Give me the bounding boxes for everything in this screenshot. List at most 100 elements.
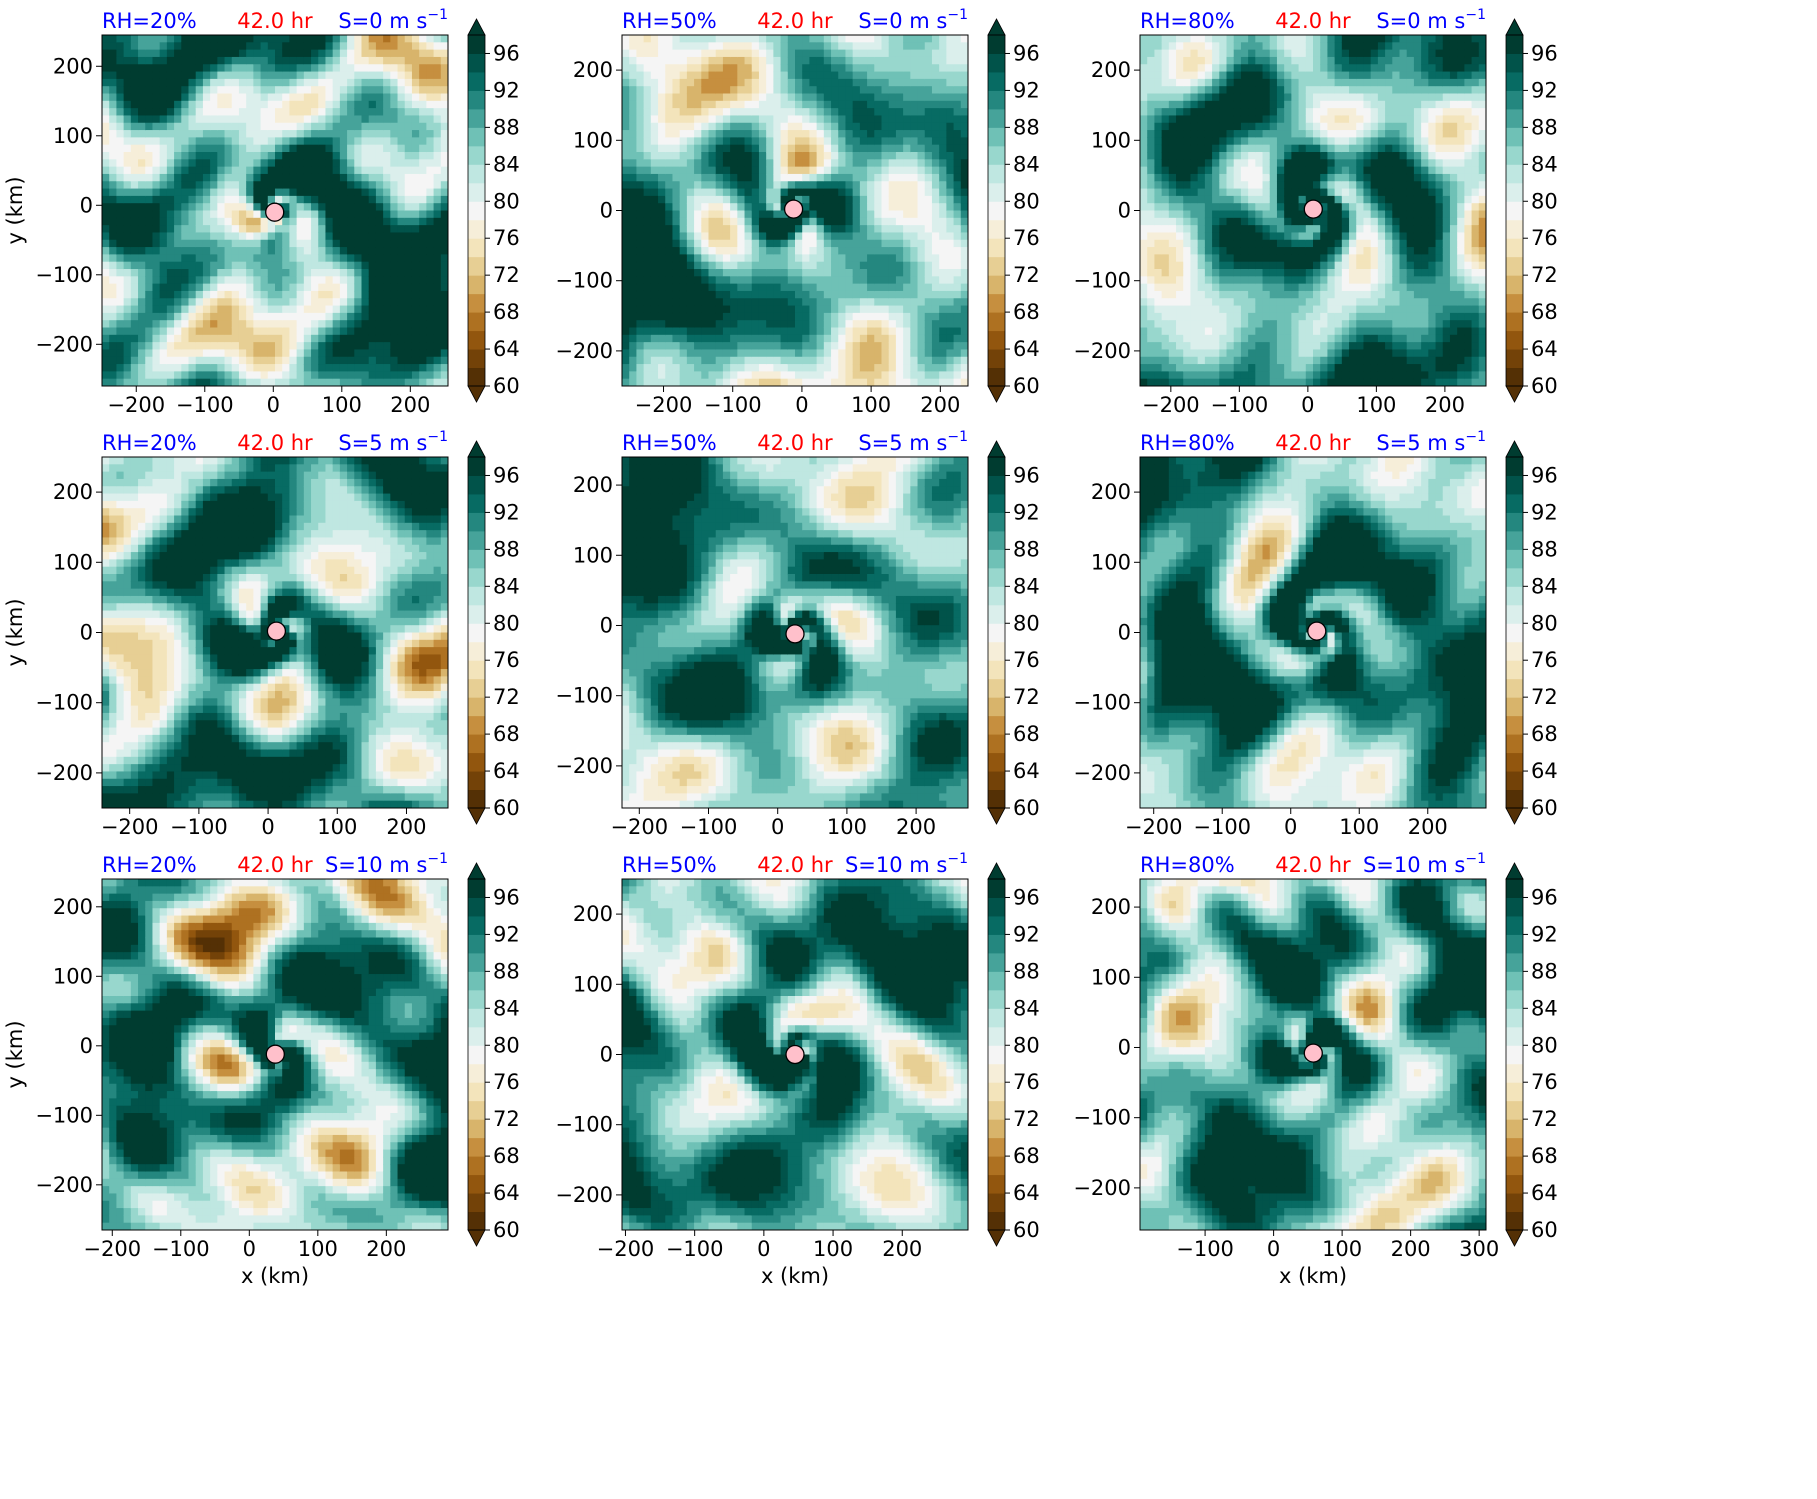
field-cell xyxy=(859,152,868,160)
field-cell xyxy=(867,49,875,58)
field-cell xyxy=(924,86,933,95)
field-cell xyxy=(426,210,435,219)
field-cell xyxy=(895,93,904,102)
field-cell xyxy=(174,305,182,314)
field-cell xyxy=(174,181,182,190)
field-cell xyxy=(629,254,638,263)
field-cell xyxy=(787,181,796,190)
field-cell xyxy=(202,188,211,197)
field-cell xyxy=(1161,239,1170,248)
field-cell xyxy=(339,305,348,314)
field-cell xyxy=(195,239,204,248)
field-cell xyxy=(339,356,348,365)
field-cell xyxy=(823,298,832,307)
field-cell xyxy=(433,144,442,153)
field-cell xyxy=(867,276,875,285)
field-cell xyxy=(903,290,911,299)
field-cell xyxy=(895,122,904,131)
field-cell xyxy=(275,78,283,87)
field-cell xyxy=(715,312,724,321)
field-cell xyxy=(231,56,240,65)
field-cell xyxy=(809,56,818,65)
field-cell xyxy=(347,86,355,95)
field-cell xyxy=(758,298,767,307)
field-cell xyxy=(636,166,645,175)
field-cell xyxy=(895,188,904,197)
field-cell xyxy=(758,349,767,358)
field-cell xyxy=(1140,108,1148,117)
field-cell xyxy=(694,144,702,153)
field-cell xyxy=(411,283,420,292)
field-cell xyxy=(895,49,904,58)
field-cell xyxy=(311,356,319,365)
field-cell xyxy=(354,320,363,329)
field-cell xyxy=(939,56,947,65)
field-cell xyxy=(296,108,305,117)
field-cell xyxy=(383,159,391,168)
field-cell xyxy=(874,78,883,87)
field-cell xyxy=(325,159,334,168)
field-cell xyxy=(275,122,283,131)
field-cell xyxy=(411,64,420,73)
field-cell xyxy=(831,42,839,51)
field-cell xyxy=(665,166,674,175)
colorbar-tick-label: 76 xyxy=(493,226,520,250)
field-cell xyxy=(910,93,919,102)
field-cell xyxy=(404,356,413,365)
field-cell xyxy=(267,181,276,190)
field-cell xyxy=(672,181,681,190)
field-cell xyxy=(440,130,448,138)
field-cell xyxy=(339,56,348,65)
field-cell xyxy=(275,217,283,226)
field-cell xyxy=(267,49,276,58)
field-cell xyxy=(766,137,774,146)
field-cell xyxy=(953,100,962,109)
field-cell xyxy=(188,100,197,109)
field-cell xyxy=(658,290,666,299)
field-cell xyxy=(296,137,305,146)
field-cell xyxy=(195,269,204,277)
field-cell xyxy=(246,225,254,234)
x-tick-label: 0 xyxy=(795,393,808,417)
field-cell xyxy=(1154,276,1163,285)
field-cell xyxy=(917,334,926,343)
field-cell xyxy=(354,78,363,87)
field-cell xyxy=(368,276,377,285)
field-cell xyxy=(390,56,399,65)
field-cell xyxy=(629,290,638,299)
field-cell xyxy=(145,312,154,321)
field-cell xyxy=(174,195,182,204)
field-cell xyxy=(910,225,919,234)
field-cell xyxy=(303,188,312,197)
field-cell xyxy=(282,78,291,87)
field-cell xyxy=(130,115,139,124)
field-cell xyxy=(946,173,955,182)
field-cell xyxy=(629,195,638,204)
field-cell xyxy=(960,86,968,95)
field-cell xyxy=(831,64,839,73)
field-cell xyxy=(217,217,226,226)
field-cell xyxy=(224,298,233,307)
field-cell xyxy=(787,283,796,292)
field-cell xyxy=(917,93,926,102)
field-cell xyxy=(701,312,710,321)
field-cell xyxy=(246,100,254,109)
y-tick-label: −100 xyxy=(35,263,93,287)
field-cell xyxy=(404,327,413,336)
field-cell xyxy=(629,188,638,197)
field-cell xyxy=(296,239,305,248)
field-cell xyxy=(831,334,839,343)
field-cell xyxy=(744,173,753,182)
field-cell xyxy=(217,247,226,255)
field-cell xyxy=(1161,64,1170,73)
field-cell xyxy=(246,342,254,351)
field-cell xyxy=(715,276,724,285)
field-cell xyxy=(665,210,674,219)
field-cell xyxy=(1168,312,1177,321)
field-cell xyxy=(679,64,688,73)
field-cell xyxy=(217,261,226,270)
field-cell xyxy=(795,356,803,365)
field-cell xyxy=(123,239,132,248)
field-cell xyxy=(622,305,630,314)
field-cell xyxy=(426,334,435,343)
